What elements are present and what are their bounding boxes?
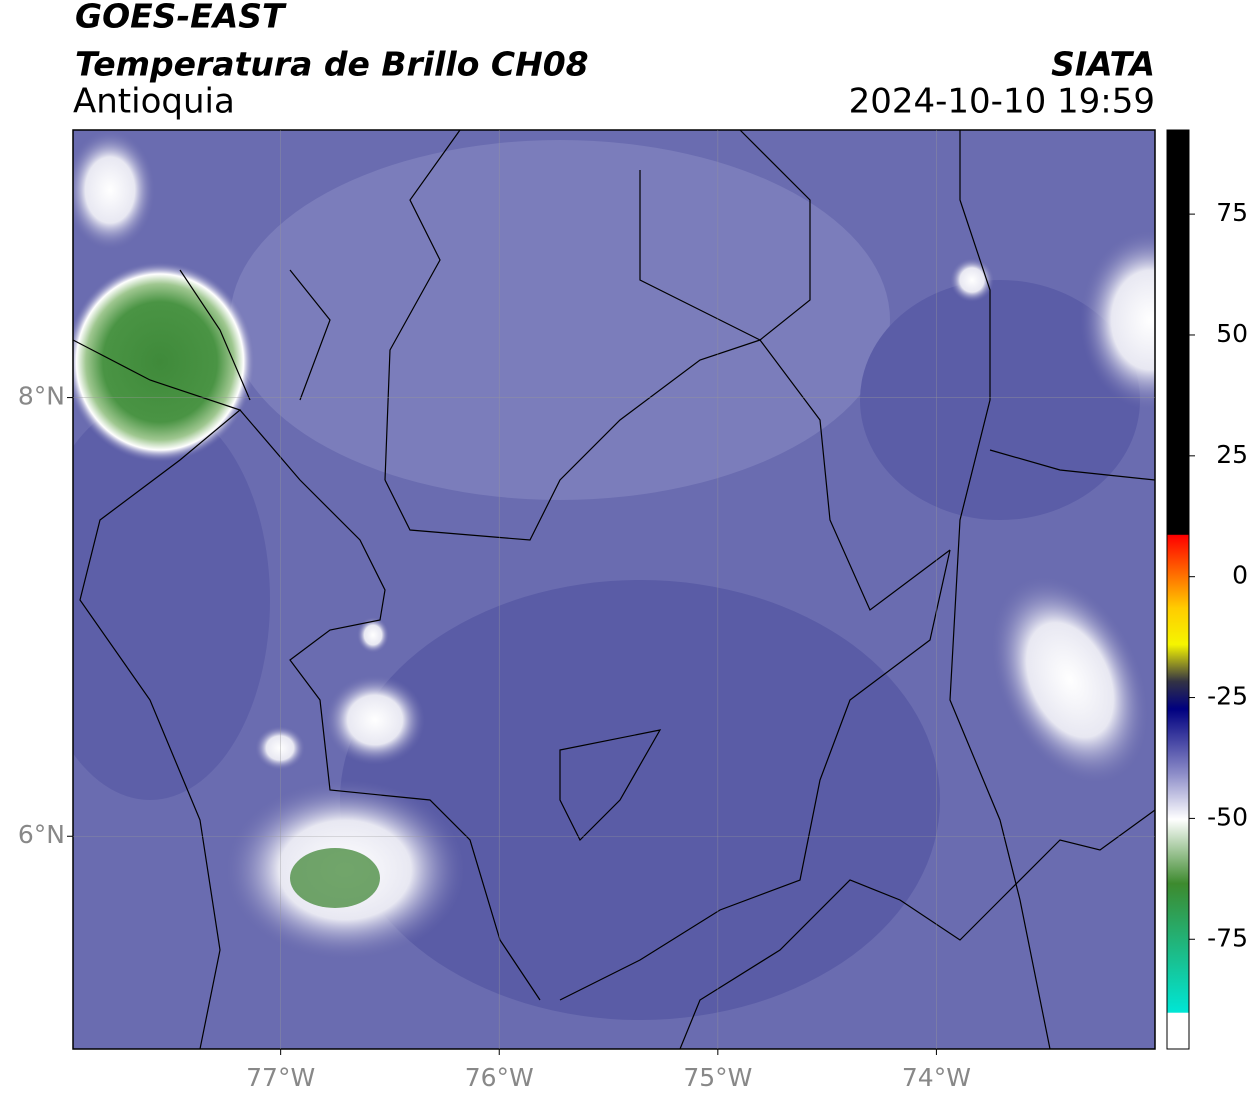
x-tick-label: 76°W [465,1063,534,1092]
colorbar-label: 25 [1216,440,1248,469]
x-tick-label: 75°W [683,1063,752,1092]
datetime: 2024-10-10 19:59 [849,82,1155,122]
colorbar [1166,129,1190,1050]
y-tick-label: 8°N [18,382,65,411]
colorbar-label: 50 [1216,319,1248,348]
x-tick-label: 74°W [902,1063,971,1092]
colorbar-label: 75 [1216,198,1248,227]
source: SIATA [1051,45,1155,84]
region: Antioquia [73,82,235,122]
satellite: GOES-EAST [75,0,287,36]
map-frame [72,129,1156,1050]
x-tick-label: 77°W [246,1063,315,1092]
y-tick-label: 6°N [18,820,65,849]
colorbar-label: -25 [1207,682,1248,711]
map-field [73,130,1155,1049]
colorbar-label: -50 [1207,802,1248,831]
colorbar-label: -75 [1207,923,1248,952]
colorbar-label: 0 [1232,561,1248,590]
product: Temperatura de Brillo CH08 [75,45,589,84]
